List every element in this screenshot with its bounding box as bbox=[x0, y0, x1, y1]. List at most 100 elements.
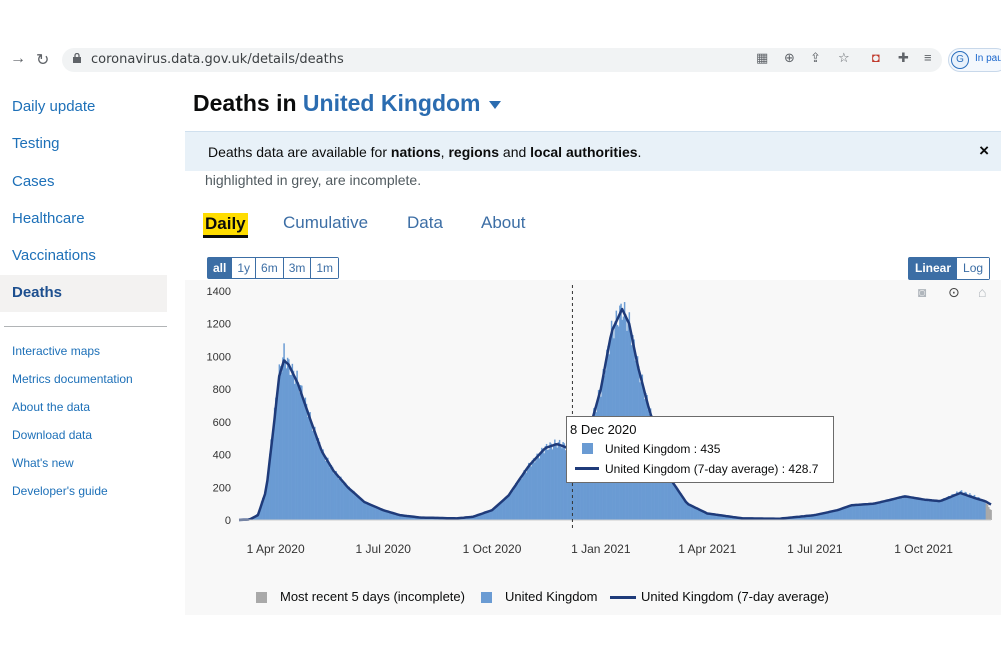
sidebar-item-daily-update[interactable]: Daily update bbox=[12, 98, 96, 115]
chart-bar bbox=[688, 504, 691, 520]
banner-text-part: , bbox=[440, 144, 449, 160]
legend-daily[interactable]: United Kingdom bbox=[505, 589, 598, 604]
chart-bar bbox=[472, 516, 475, 520]
chart-bar bbox=[541, 447, 543, 520]
chart-bar bbox=[924, 500, 926, 520]
tab-data[interactable]: Data bbox=[407, 213, 443, 232]
chart-bar bbox=[794, 516, 796, 520]
chart-bar bbox=[700, 511, 703, 520]
chart-bar bbox=[967, 494, 970, 520]
extensions-puzzle-icon[interactable]: ✚ bbox=[898, 50, 909, 65]
chart-bar bbox=[329, 467, 331, 520]
link-developers-guide[interactable]: Developer's guide bbox=[12, 484, 108, 498]
link-interactive-maps[interactable]: Interactive maps bbox=[12, 344, 101, 358]
chart-bar bbox=[841, 508, 843, 520]
zoom-magnifier-icon[interactable]: ⊙ bbox=[948, 284, 960, 300]
sidebar-item-cases[interactable]: Cases bbox=[12, 173, 55, 190]
chart-bar bbox=[982, 499, 984, 520]
chart-bar bbox=[940, 501, 943, 520]
tab-daily[interactable]: Daily bbox=[203, 213, 248, 238]
chart-bar bbox=[283, 343, 285, 520]
chart-bar bbox=[357, 495, 360, 520]
link-about-the-data[interactable]: About the data bbox=[12, 400, 91, 414]
sidebar-item-testing[interactable]: Testing bbox=[12, 135, 60, 152]
chart-bar bbox=[372, 505, 374, 520]
y-tick-label: 200 bbox=[213, 482, 231, 494]
translate-icon[interactable]: ▦ bbox=[756, 50, 769, 65]
chart-bar bbox=[338, 477, 341, 520]
chart-bar bbox=[464, 517, 466, 520]
legend-average[interactable]: United Kingdom (7-day average) bbox=[641, 589, 829, 604]
chart-bar bbox=[321, 452, 323, 520]
chart-bar bbox=[933, 499, 936, 520]
range-6m-button[interactable]: 6m bbox=[256, 258, 284, 278]
chart-bar bbox=[315, 437, 317, 520]
forward-arrow-icon[interactable]: → bbox=[10, 50, 26, 67]
tab-about[interactable]: About bbox=[481, 213, 526, 232]
area-selector[interactable]: United Kingdom bbox=[303, 90, 501, 116]
share-icon[interactable]: ⇪ bbox=[810, 50, 821, 65]
chart-bar bbox=[928, 500, 931, 520]
linear-scale-button[interactable]: Linear bbox=[909, 258, 958, 279]
extension-shield-icon[interactable]: ◘ bbox=[872, 50, 880, 65]
close-icon[interactable]: × bbox=[979, 141, 989, 160]
log-scale-button[interactable]: Log bbox=[957, 258, 990, 279]
address-bar[interactable]: coronavirus.data.gov.uk/details/deaths bbox=[62, 48, 942, 72]
chart-bar bbox=[330, 465, 333, 520]
chart-bar bbox=[340, 476, 342, 520]
range-3m-button[interactable]: 3m bbox=[283, 258, 312, 278]
chart-bar bbox=[727, 516, 730, 520]
chart-bar bbox=[412, 516, 414, 520]
chart-bar bbox=[888, 501, 891, 520]
chart-bar bbox=[380, 509, 382, 520]
chart-bar bbox=[510, 490, 512, 520]
chart-bar bbox=[280, 372, 283, 520]
chart-bar bbox=[936, 501, 938, 520]
sidebar-item-vaccinations[interactable]: Vaccinations bbox=[12, 247, 96, 264]
profile-button[interactable]: G In pau bbox=[948, 48, 1001, 72]
legend-incomplete[interactable]: Most recent 5 days (incomplete) bbox=[280, 589, 465, 604]
chart-bar bbox=[402, 515, 405, 520]
chart-bar bbox=[282, 357, 284, 520]
chart-bar bbox=[517, 483, 519, 520]
x-tick-label: 1 Jan 2021 bbox=[571, 542, 631, 556]
media-queue-icon[interactable]: ≡ bbox=[924, 50, 932, 65]
link-metrics-documentation[interactable]: Metrics documentation bbox=[12, 372, 133, 386]
sidebar-item-deaths[interactable]: Deaths bbox=[0, 275, 167, 312]
chart-bar bbox=[333, 473, 335, 520]
chart-bar bbox=[837, 509, 840, 520]
chart-bar bbox=[722, 515, 724, 520]
chart-bar bbox=[342, 483, 344, 520]
range-all-button[interactable]: all bbox=[208, 258, 233, 278]
chart-bar bbox=[947, 495, 950, 520]
camera-icon[interactable]: ◙ bbox=[918, 284, 927, 300]
reload-icon[interactable]: ↻ bbox=[36, 52, 50, 69]
chart-bar bbox=[619, 305, 621, 520]
chart-bar bbox=[803, 515, 806, 520]
bookmark-star-icon[interactable]: ☆ bbox=[838, 50, 850, 65]
chart-bar bbox=[730, 516, 732, 520]
chart-bar bbox=[267, 468, 270, 520]
chart-bar bbox=[860, 503, 862, 520]
home-icon[interactable]: ⌂ bbox=[978, 284, 987, 300]
chart-bar bbox=[509, 494, 511, 520]
chart-bar bbox=[719, 515, 722, 520]
link-download-data[interactable]: Download data bbox=[12, 428, 93, 442]
zoom-icon[interactable]: ⊕ bbox=[784, 50, 795, 65]
chart-bar bbox=[480, 513, 483, 520]
chart-bar bbox=[919, 499, 921, 520]
sidebar-item-healthcare[interactable]: Healthcare bbox=[12, 210, 85, 227]
range-1y-button[interactable]: 1y bbox=[232, 258, 257, 278]
link-whats-new[interactable]: What's new bbox=[12, 456, 74, 470]
chart-bar bbox=[944, 499, 946, 520]
chart-bar bbox=[673, 485, 676, 520]
tab-cumulative[interactable]: Cumulative bbox=[283, 213, 369, 232]
range-1m-button[interactable]: 1m bbox=[311, 258, 339, 278]
chart-bar bbox=[712, 514, 715, 520]
chart-bar bbox=[895, 497, 898, 520]
chart-bar bbox=[486, 512, 489, 520]
chart-bar bbox=[798, 516, 801, 520]
chart-bar bbox=[354, 493, 356, 520]
chart-bar bbox=[500, 501, 503, 520]
chart-bar bbox=[977, 497, 979, 520]
